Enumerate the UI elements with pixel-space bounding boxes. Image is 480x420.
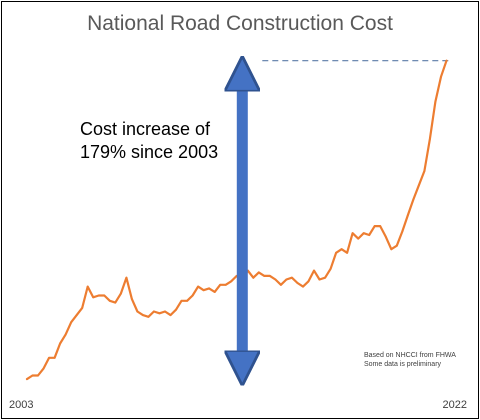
data-point-0-69	[406, 214, 409, 217]
data-point-0-32	[202, 289, 205, 292]
data-point-0-42	[257, 271, 260, 274]
data-point-0-0	[26, 378, 28, 380]
data-point-0-18	[125, 276, 128, 279]
x-tick-label-start: 2003	[9, 399, 33, 411]
data-point-0-14	[103, 294, 106, 297]
data-point-0-73	[429, 138, 431, 140]
data-point-0-60	[357, 237, 360, 240]
data-point-0-61	[362, 232, 365, 235]
data-point-0-26	[169, 314, 172, 316]
data-point-0-37	[230, 280, 233, 283]
data-point-0-68	[401, 230, 404, 233]
data-point-0-9	[75, 314, 78, 316]
data-point-0-62	[368, 234, 371, 236]
data-point-0-34	[213, 291, 216, 293]
data-point-0-22	[147, 315, 150, 318]
data-point-0-67	[395, 244, 398, 247]
series-line-0	[25, 59, 448, 381]
data-point-0-64	[379, 225, 382, 228]
x-tick-label-end: 2022	[443, 399, 467, 411]
data-point-0-49	[296, 282, 299, 284]
data-point-0-45	[274, 278, 277, 281]
data-point-0-59	[351, 232, 354, 235]
data-point-0-65	[384, 235, 387, 238]
data-point-0-70	[412, 198, 415, 201]
data-point-0-30	[191, 294, 194, 297]
data-point-0-74	[434, 100, 437, 103]
data-point-0-11	[86, 285, 89, 288]
data-point-0-27	[175, 308, 177, 311]
data-point-0-23	[153, 310, 155, 313]
data-point-0-19	[131, 298, 133, 300]
data-point-0-28	[180, 299, 183, 302]
data-point-0-57	[340, 248, 343, 251]
chart-title: National Road Construction Cost	[87, 12, 393, 35]
data-point-0-47	[285, 278, 288, 281]
data-point-0-29	[186, 299, 189, 302]
source-note-line-1: Based on NHCCI from FHWA	[364, 352, 456, 359]
data-point-0-12	[92, 296, 95, 299]
data-point-0-43	[263, 275, 266, 277]
data-point-0-8	[70, 321, 73, 324]
data-point-0-4	[48, 356, 50, 359]
data-point-0-55	[329, 267, 332, 270]
data-point-0-66	[390, 248, 393, 251]
source-note-line-2: Some data is preliminary	[364, 361, 442, 368]
data-point-0-54	[324, 276, 326, 279]
data-point-0-71	[418, 184, 420, 187]
data-point-0-44	[269, 275, 271, 277]
data-point-0-33	[208, 287, 211, 290]
series-layer	[25, 59, 448, 381]
data-point-0-75	[440, 75, 442, 78]
data-point-0-52	[313, 269, 315, 272]
data-point-0-51	[307, 280, 310, 283]
data-point-0-7	[64, 333, 67, 336]
data-point-0-48	[291, 276, 293, 279]
data-point-0-41	[252, 276, 255, 279]
data-point-0-15	[108, 299, 111, 302]
data-point-0-63	[373, 225, 376, 228]
data-point-0-16	[114, 301, 117, 304]
data-point-0-50	[302, 285, 304, 288]
data-point-0-36	[224, 283, 227, 286]
data-point-0-56	[335, 251, 337, 254]
data-point-0-1	[31, 374, 34, 377]
data-point-0-2	[37, 374, 39, 377]
data-point-0-13	[97, 294, 100, 297]
data-point-0-46	[280, 283, 282, 286]
data-point-0-10	[81, 307, 84, 309]
data-point-0-76	[445, 59, 448, 62]
data-point-0-58	[346, 251, 348, 254]
annotation-line-2: 179% since 2003	[80, 142, 218, 162]
annotation-line-1: Cost increase of	[80, 119, 211, 139]
data-point-0-24	[158, 312, 161, 315]
data-point-0-17	[119, 292, 122, 295]
data-point-0-31	[197, 285, 200, 288]
data-point-0-53	[318, 278, 321, 281]
data-point-0-21	[142, 314, 144, 316]
data-point-0-25	[164, 310, 166, 313]
data-point-0-6	[59, 342, 61, 345]
data-point-0-5	[53, 356, 56, 359]
data-point-0-35	[219, 283, 222, 286]
data-point-0-72	[423, 170, 426, 172]
data-point-0-3	[42, 367, 45, 370]
data-point-0-20	[136, 310, 139, 313]
